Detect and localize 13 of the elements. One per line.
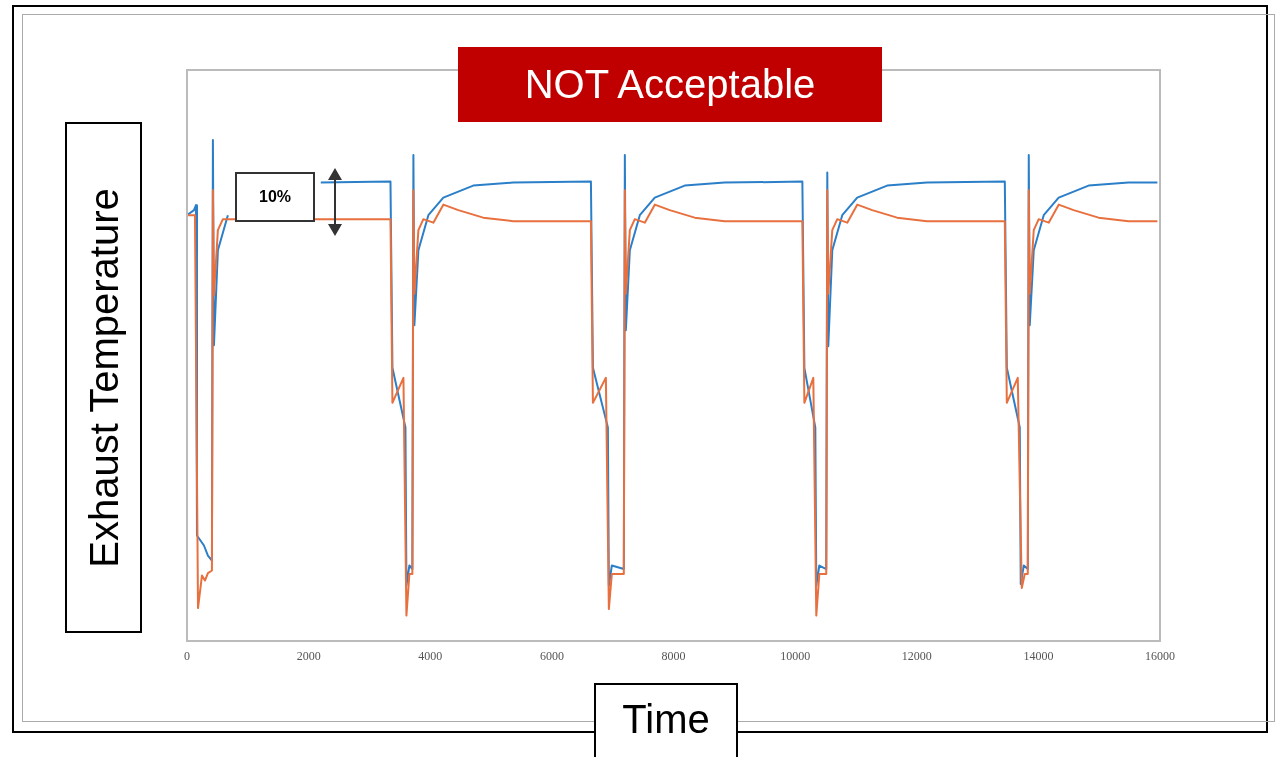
x-tick-label: 14000	[1023, 648, 1054, 663]
y-axis-title: Exhaust Temperature	[81, 187, 126, 568]
chart-title: NOT Acceptable	[458, 47, 882, 122]
x-tick-label: 16000	[1145, 648, 1175, 663]
x-tick-label: 10000	[780, 648, 811, 663]
x-tick-label: 0	[184, 648, 190, 663]
x-tick-label: 4000	[418, 648, 443, 663]
x-tick-label: 2000	[296, 648, 321, 663]
x-tick-label: 12000	[901, 648, 932, 663]
x-axis-title: Time	[594, 683, 738, 757]
annotation: 10%	[235, 172, 315, 222]
x-tick-label: 6000	[539, 648, 564, 663]
x-tick-label: 8000	[661, 648, 686, 663]
